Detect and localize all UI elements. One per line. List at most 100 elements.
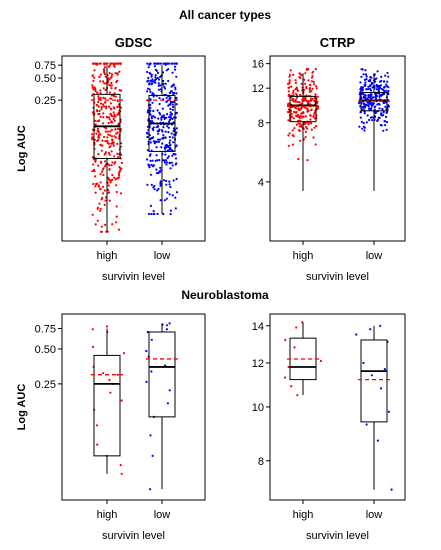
- data-point: [106, 139, 109, 142]
- data-point: [152, 115, 155, 118]
- data-point: [371, 86, 374, 89]
- series-low: [357, 68, 390, 191]
- data-point: [115, 215, 118, 218]
- series-high: [284, 321, 322, 397]
- data-point: [99, 181, 102, 184]
- data-point: [387, 75, 390, 78]
- data-point: [97, 95, 100, 98]
- data-point: [106, 136, 109, 139]
- data-point: [113, 119, 116, 122]
- data-point: [148, 63, 151, 66]
- data-point: [294, 79, 297, 82]
- data-point: [165, 183, 168, 186]
- data-point: [308, 87, 311, 90]
- data-point: [103, 165, 107, 168]
- data-point: [309, 84, 312, 87]
- data-point: [374, 96, 377, 99]
- data-point: [288, 93, 291, 96]
- data-point: [153, 79, 156, 82]
- data-point: [384, 105, 387, 108]
- data-point: [310, 122, 313, 125]
- data-point: [109, 181, 112, 184]
- data-point: [386, 80, 389, 83]
- data-point: [113, 65, 116, 68]
- data-point: [364, 97, 367, 100]
- data-point: [166, 191, 169, 194]
- data-point: [288, 75, 291, 78]
- data-point: [100, 102, 103, 105]
- data-point: [93, 69, 96, 72]
- data-point: [116, 142, 119, 145]
- data-point: [157, 138, 160, 141]
- data-point: [162, 134, 165, 137]
- data-point: [154, 76, 157, 79]
- data-point: [300, 74, 303, 77]
- data-point: [119, 169, 122, 172]
- data-point: [288, 132, 291, 135]
- data-point: [162, 62, 165, 65]
- data-point: [118, 174, 121, 177]
- data-point: [287, 90, 290, 93]
- data-point: [97, 185, 101, 188]
- data-point: [90, 94, 94, 97]
- data-point: [104, 130, 107, 133]
- data-point: [101, 185, 105, 188]
- data-point: [175, 191, 179, 194]
- data-point: [100, 198, 103, 201]
- data-point: [116, 99, 119, 102]
- data-point: [113, 94, 116, 97]
- data-point: [372, 102, 375, 105]
- data-point: [163, 117, 166, 121]
- data-point: [99, 172, 102, 176]
- data-point: [92, 88, 95, 91]
- data-point: [103, 203, 106, 206]
- box: [360, 339, 388, 423]
- data-point: [169, 139, 172, 142]
- data-point: [164, 159, 168, 162]
- data-point: [296, 100, 299, 104]
- data-point: [171, 154, 174, 157]
- data-point: [146, 135, 149, 139]
- data-point: [170, 132, 173, 135]
- data-point: [361, 68, 364, 71]
- data-point: [287, 365, 290, 369]
- data-point: [385, 128, 388, 131]
- data-point: [119, 62, 122, 65]
- data-point: [107, 184, 110, 187]
- data-point: [172, 105, 175, 109]
- data-point: [315, 85, 318, 88]
- data-point: [120, 399, 123, 402]
- data-point: [167, 104, 170, 107]
- data-point: [370, 93, 373, 96]
- data-point: [165, 69, 168, 72]
- data-point: [168, 180, 171, 183]
- data-point: [363, 78, 367, 81]
- data-point: [171, 108, 174, 111]
- y-tick-label: 0.25: [35, 379, 56, 391]
- data-point: [149, 106, 152, 109]
- data-point: [102, 372, 105, 375]
- data-point: [364, 81, 367, 84]
- data-point: [146, 132, 149, 135]
- data-point: [376, 439, 379, 442]
- data-point: [163, 87, 167, 90]
- data-point: [113, 176, 116, 179]
- data-point: [169, 90, 173, 93]
- data-point: [93, 86, 96, 89]
- data-point: [385, 121, 389, 124]
- data-point: [102, 70, 106, 73]
- data-point: [169, 101, 172, 104]
- data-point: [165, 96, 168, 99]
- data-point: [164, 82, 167, 85]
- data-point: [112, 111, 115, 114]
- data-point: [116, 156, 120, 159]
- data-point: [91, 86, 94, 89]
- data-point: [150, 117, 153, 120]
- data-point: [157, 129, 160, 133]
- data-point: [167, 126, 170, 129]
- data-point: [309, 99, 312, 103]
- data-point: [365, 88, 368, 91]
- data-point: [174, 68, 177, 71]
- data-point: [155, 62, 158, 65]
- data-point: [166, 62, 169, 65]
